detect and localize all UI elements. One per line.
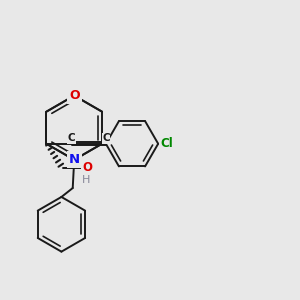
Text: N: N	[69, 153, 80, 166]
Text: H: H	[82, 175, 90, 185]
Text: Cl: Cl	[160, 137, 173, 150]
Text: C: C	[68, 134, 76, 143]
Text: O: O	[82, 161, 92, 174]
Text: O: O	[69, 89, 80, 102]
Text: C: C	[102, 134, 110, 143]
